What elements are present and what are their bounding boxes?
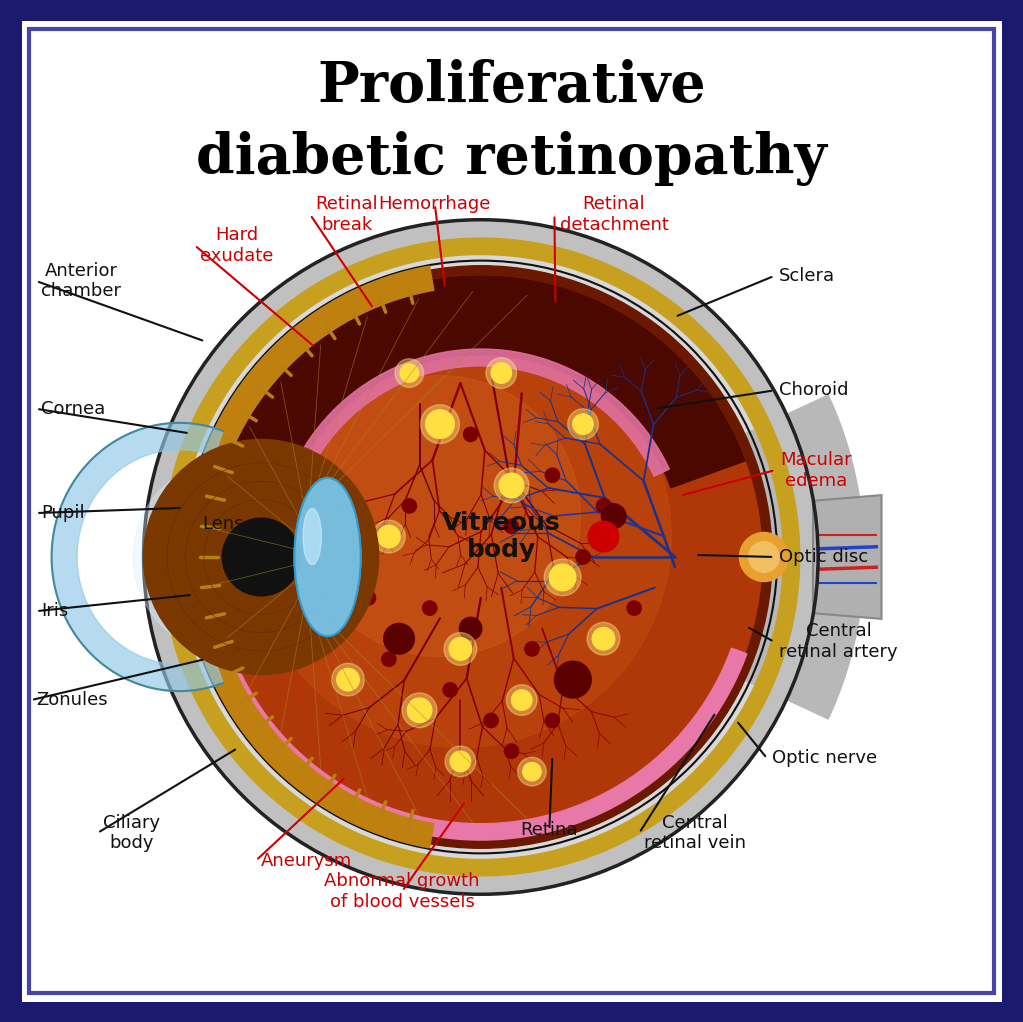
Circle shape (486, 358, 517, 388)
Text: Cornea: Cornea (41, 400, 105, 418)
Circle shape (494, 468, 529, 503)
Text: Sclera: Sclera (780, 267, 836, 285)
Circle shape (592, 628, 615, 650)
Circle shape (443, 683, 457, 697)
Text: Choroid: Choroid (780, 381, 849, 400)
Circle shape (189, 266, 772, 848)
Circle shape (407, 698, 432, 723)
Polygon shape (133, 460, 248, 654)
Circle shape (395, 359, 424, 387)
Ellipse shape (295, 477, 361, 636)
Text: Pupil: Pupil (41, 504, 85, 522)
Text: Optic nerve: Optic nerve (772, 749, 878, 768)
Circle shape (523, 762, 541, 781)
Circle shape (250, 326, 671, 747)
Circle shape (300, 376, 580, 657)
Circle shape (377, 525, 400, 548)
Polygon shape (185, 266, 434, 848)
Circle shape (445, 746, 476, 777)
Circle shape (384, 623, 414, 654)
Circle shape (518, 757, 546, 786)
Circle shape (143, 439, 379, 675)
Polygon shape (215, 648, 747, 840)
Circle shape (420, 405, 459, 444)
Circle shape (361, 591, 375, 605)
Circle shape (400, 364, 418, 382)
Text: Retina: Retina (521, 821, 578, 839)
Circle shape (573, 414, 593, 434)
Circle shape (749, 542, 780, 572)
Text: Retinal
break: Retinal break (315, 195, 377, 234)
Circle shape (627, 601, 641, 615)
Circle shape (422, 601, 437, 615)
Polygon shape (293, 350, 669, 476)
Circle shape (444, 633, 477, 665)
Text: Central
retinal artery: Central retinal artery (780, 622, 898, 661)
Circle shape (459, 617, 482, 640)
Text: Macular
edema: Macular edema (781, 451, 852, 490)
Circle shape (568, 409, 598, 439)
Circle shape (382, 652, 396, 666)
Text: Zonules: Zonules (36, 691, 107, 709)
Circle shape (143, 220, 818, 894)
Circle shape (740, 532, 789, 582)
Circle shape (576, 550, 590, 564)
Circle shape (426, 410, 454, 438)
Circle shape (199, 276, 762, 838)
Text: Abnormal growth
of blood vessels: Abnormal growth of blood vessels (324, 872, 480, 911)
Circle shape (449, 638, 472, 660)
Circle shape (463, 427, 478, 442)
Circle shape (402, 499, 416, 513)
Text: Hemorrhage: Hemorrhage (379, 195, 491, 214)
Circle shape (545, 713, 560, 728)
Text: Vitreous
body: Vitreous body (442, 511, 561, 562)
Polygon shape (813, 495, 882, 618)
Circle shape (372, 520, 405, 553)
Polygon shape (142, 219, 819, 895)
Circle shape (545, 468, 560, 482)
Circle shape (602, 504, 626, 528)
Circle shape (402, 693, 437, 728)
Circle shape (450, 751, 471, 772)
Text: Anterior
chamber: Anterior chamber (41, 262, 122, 300)
Text: Retinal
detachment: Retinal detachment (560, 195, 668, 234)
Circle shape (588, 521, 619, 552)
Circle shape (587, 622, 620, 655)
Text: Iris: Iris (41, 602, 69, 620)
Circle shape (331, 663, 364, 696)
Circle shape (484, 713, 498, 728)
Circle shape (506, 685, 537, 715)
Ellipse shape (303, 508, 321, 564)
Text: Lens: Lens (203, 515, 244, 533)
Polygon shape (51, 423, 223, 691)
Text: Aneurysm: Aneurysm (261, 851, 352, 870)
Circle shape (596, 499, 611, 513)
Circle shape (525, 642, 539, 656)
Circle shape (222, 518, 300, 596)
Circle shape (544, 559, 581, 596)
Polygon shape (162, 238, 800, 876)
Circle shape (337, 668, 359, 691)
Text: Central
retinal vein: Central retinal vein (644, 814, 747, 852)
Text: diabetic retinopathy: diabetic retinopathy (196, 131, 827, 186)
Polygon shape (481, 396, 864, 718)
Circle shape (491, 363, 512, 383)
Text: Hard
exudate: Hard exudate (199, 226, 273, 265)
Circle shape (549, 564, 576, 591)
Circle shape (499, 473, 524, 498)
Polygon shape (217, 276, 745, 487)
Circle shape (512, 690, 532, 710)
Text: Ciliary
body: Ciliary body (102, 814, 160, 852)
Text: Optic disc: Optic disc (780, 548, 869, 566)
Circle shape (554, 661, 591, 698)
Text: Proliferative: Proliferative (317, 59, 706, 114)
Circle shape (504, 519, 519, 533)
Circle shape (504, 744, 519, 758)
